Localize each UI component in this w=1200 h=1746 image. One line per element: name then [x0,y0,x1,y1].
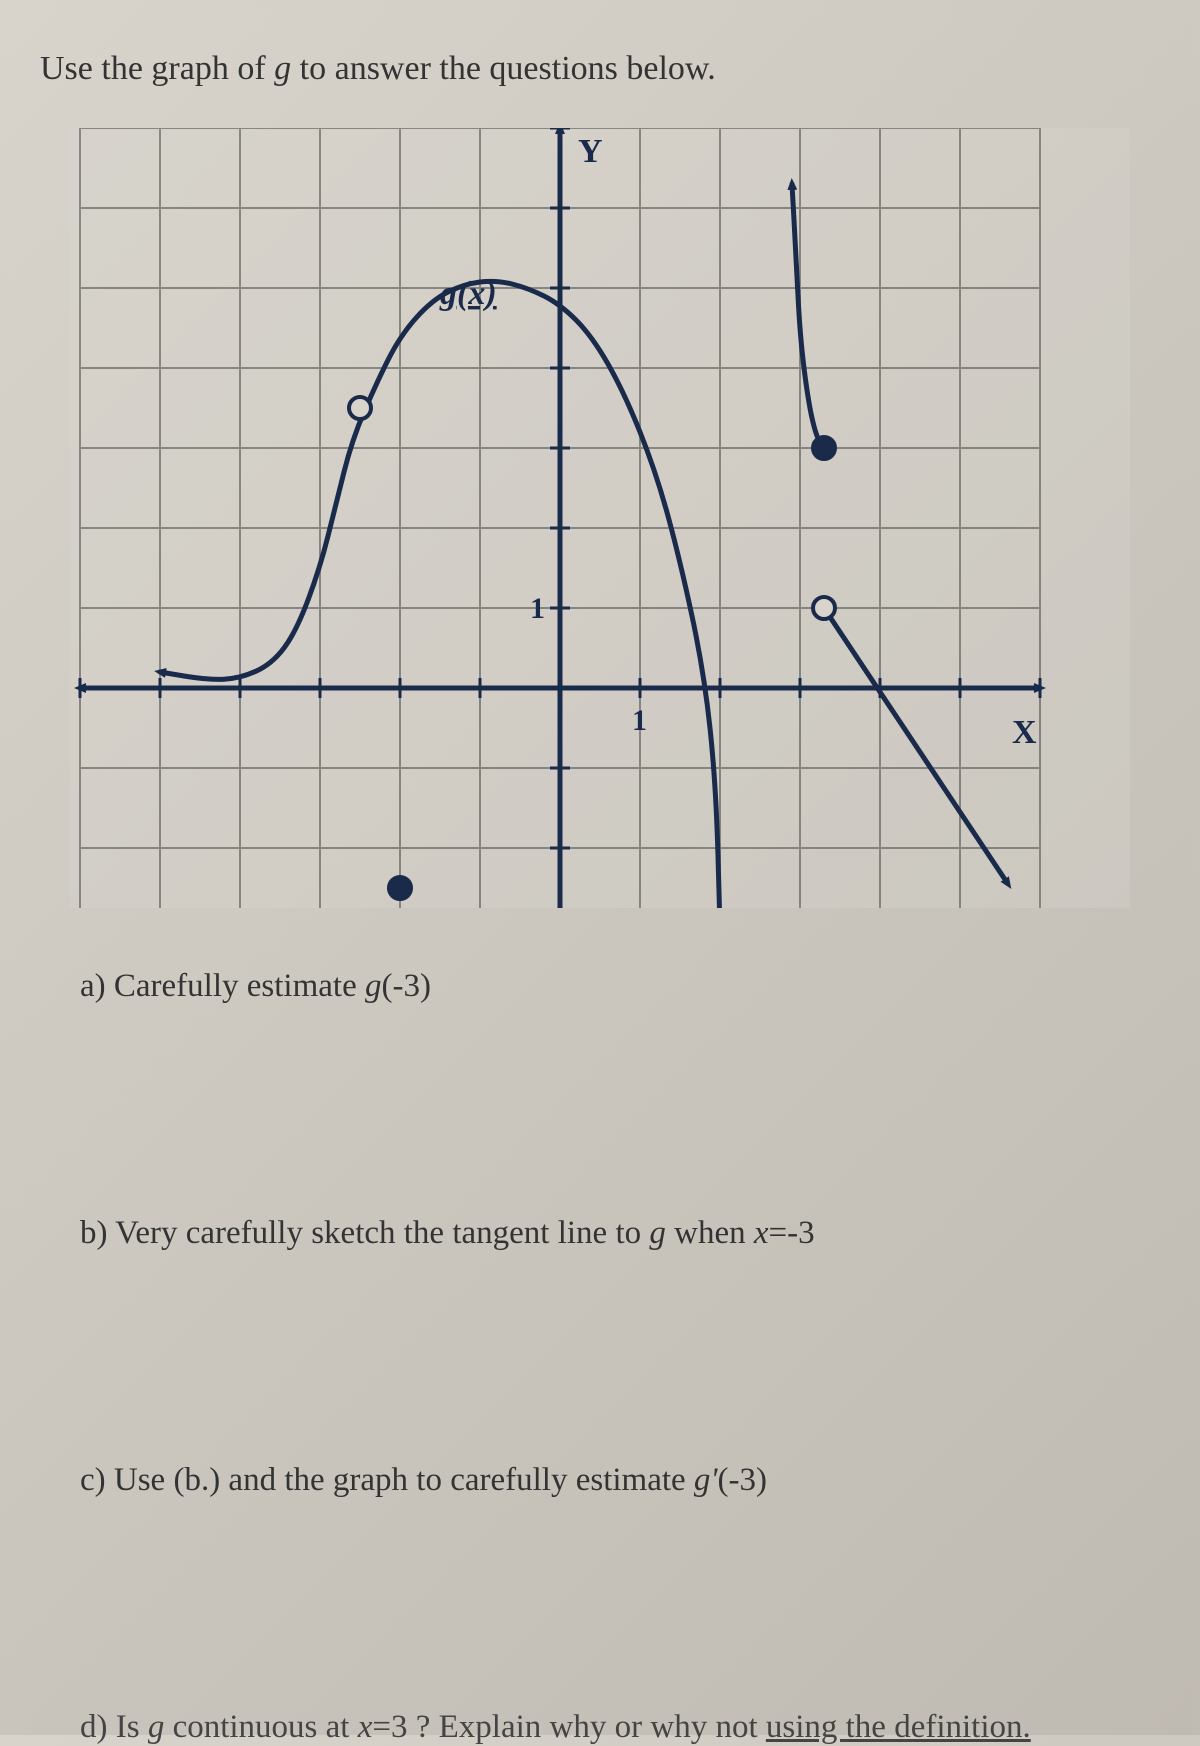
svg-text:1: 1 [530,592,545,625]
question-c: c) Use (b.) and the graph to carefully e… [80,1462,1160,1499]
graph-container: Y X 1 1 g(x) [70,128,1130,908]
questions-block: a) Carefully estimate g(-3) b) Very care… [40,968,1160,1746]
prompt-pre: Use the graph of [40,50,274,87]
question-a: a) Carefully estimate g(-3) [80,968,1160,1005]
question-b: b) Very carefully sketch the tangent lin… [80,1215,1160,1252]
svg-text:1: 1 [632,704,647,737]
prompt-func: g [274,50,291,87]
svg-text:g(x): g(x) [439,275,497,312]
svg-text:Y: Y [578,133,603,170]
graph-svg: Y X 1 1 g(x) [70,128,1130,908]
prompt-post: to answer the questions below. [291,50,716,87]
question-d: d) Is g continuous at x=3 ? Explain why … [80,1709,1160,1746]
svg-text:X: X [1012,714,1037,751]
instruction-text: Use the graph of g to answer the questio… [40,50,1160,88]
